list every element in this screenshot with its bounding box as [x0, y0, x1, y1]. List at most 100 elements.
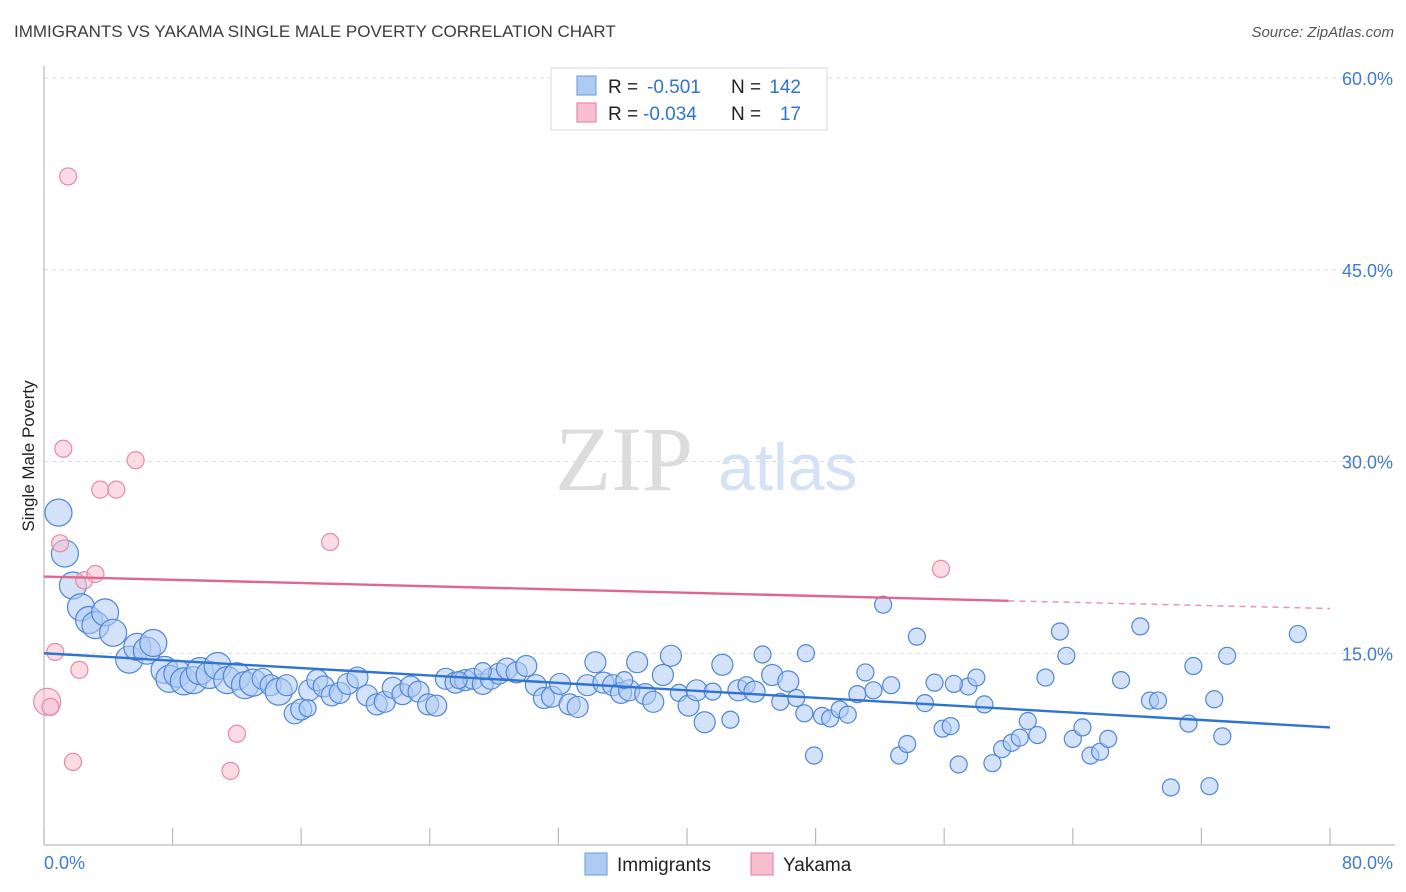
- legend-bottom-swatch-immigrants: [584, 852, 608, 876]
- point-yakama: [50, 534, 70, 553]
- legend-top: R = -0.501 N = 142 R = -0.034 N = 17: [550, 67, 828, 131]
- legend-r-label-immigrants: R =: [608, 77, 638, 98]
- point-immigrants: [874, 595, 893, 614]
- point-immigrants: [651, 663, 674, 687]
- point-immigrants: [1036, 668, 1055, 687]
- point-immigrants: [753, 645, 772, 664]
- series-immigrants-points: [44, 498, 1307, 797]
- series-yakama-points: [33, 167, 951, 780]
- legend-bottom-swatch-yakama: [750, 852, 774, 876]
- point-immigrants: [795, 704, 814, 723]
- point-immigrants: [1161, 778, 1180, 797]
- point-immigrants: [941, 717, 960, 736]
- point-immigrants: [1073, 718, 1092, 737]
- x-tick-label-max: 80.0%: [1342, 853, 1393, 873]
- point-immigrants: [298, 699, 317, 718]
- watermark-zip: ZIP: [555, 408, 693, 510]
- legend-swatch-immigrants: [576, 75, 597, 96]
- point-yakama: [63, 752, 83, 772]
- point-immigrants: [566, 695, 589, 719]
- point-immigrants: [1288, 624, 1307, 644]
- point-immigrants: [804, 746, 824, 765]
- point-immigrants: [743, 680, 766, 703]
- y-tick-label: 45.0%: [1342, 261, 1393, 281]
- point-immigrants: [659, 644, 683, 667]
- point-immigrants: [1148, 691, 1168, 710]
- point-immigrants: [626, 651, 649, 674]
- point-immigrants: [796, 644, 816, 663]
- point-immigrants: [584, 651, 607, 674]
- y-tick-label: 60.0%: [1342, 69, 1393, 89]
- legend-bottom-label-immigrants: Immigrants: [617, 855, 711, 876]
- point-immigrants: [1205, 690, 1224, 709]
- chart-title: IMMIGRANTS VS YAKAMA SINGLE MALE POVERTY…: [14, 22, 616, 41]
- point-immigrants: [44, 498, 73, 527]
- point-immigrants: [1091, 742, 1110, 761]
- point-yakama: [54, 439, 73, 458]
- point-yakama: [321, 532, 340, 552]
- legend-swatch-yakama: [576, 102, 597, 123]
- point-immigrants: [898, 734, 917, 754]
- point-yakama: [46, 642, 65, 662]
- point-immigrants: [864, 681, 883, 700]
- point-yakama: [70, 660, 89, 679]
- point-immigrants: [907, 627, 926, 646]
- point-yakama: [86, 564, 105, 584]
- point-immigrants: [975, 695, 994, 714]
- point-immigrants: [711, 653, 734, 676]
- point-immigrants: [1057, 646, 1076, 665]
- point-immigrants: [1200, 777, 1219, 796]
- point-immigrants: [721, 710, 740, 729]
- point-immigrants: [693, 711, 716, 734]
- point-yakama: [59, 167, 78, 186]
- point-immigrants: [1111, 670, 1131, 690]
- trend-lines: [43, 575, 1331, 729]
- point-immigrants: [615, 670, 634, 690]
- point-immigrants: [925, 673, 944, 692]
- point-immigrants: [949, 755, 968, 774]
- watermark: ZIP atlas: [555, 408, 857, 510]
- x-tick-label-min: 0.0%: [44, 853, 85, 873]
- trend-line-yakama-extension: [1008, 600, 1331, 610]
- legend-r-label-yakama: R =: [608, 104, 638, 125]
- legend-r-value-immigrants: -0.501: [647, 77, 701, 98]
- trend-line-immigrants: [43, 652, 1331, 729]
- point-immigrants: [1184, 656, 1203, 676]
- point-yakama: [107, 480, 126, 499]
- point-immigrants: [1179, 714, 1198, 733]
- point-immigrants: [944, 674, 963, 694]
- point-immigrants: [1018, 711, 1037, 731]
- point-yakama: [931, 559, 951, 578]
- y-tick-label: 15.0%: [1342, 644, 1393, 664]
- point-yakama: [227, 724, 246, 743]
- point-immigrants: [1028, 725, 1047, 745]
- point-immigrants: [1213, 727, 1232, 746]
- legend-n-label-immigrants: N =: [731, 77, 761, 98]
- y-tick-labels: 15.0% 30.0% 45.0% 60.0%: [1342, 69, 1393, 664]
- point-immigrants: [838, 705, 857, 724]
- trend-line-yakama: [43, 575, 1009, 603]
- point-immigrants: [275, 674, 298, 697]
- point-immigrants: [642, 690, 665, 713]
- point-immigrants: [1050, 622, 1070, 641]
- legend-bottom-label-yakama: Yakama: [783, 855, 852, 876]
- legend-n-label-yakama: N =: [731, 104, 761, 125]
- legend-n-value-yakama: 17: [780, 104, 801, 125]
- point-immigrants: [1218, 646, 1237, 665]
- point-yakama: [41, 697, 60, 717]
- point-immigrants: [449, 670, 468, 690]
- point-immigrants: [777, 670, 800, 693]
- point-immigrants: [1099, 729, 1118, 748]
- legend-bottom: Immigrants Yakama: [584, 852, 852, 876]
- legend-top-box: [550, 67, 828, 131]
- y-axis-label: Single Male Poverty: [19, 380, 38, 532]
- point-immigrants: [1131, 617, 1150, 636]
- legend-n-value-immigrants: 142: [769, 77, 801, 98]
- y-tick-label: 30.0%: [1342, 453, 1393, 473]
- source-label: Source: ZipAtlas.com: [1251, 24, 1394, 41]
- point-immigrants: [983, 754, 1002, 773]
- point-yakama: [221, 761, 240, 780]
- point-immigrants: [882, 676, 901, 695]
- point-immigrants: [425, 694, 448, 717]
